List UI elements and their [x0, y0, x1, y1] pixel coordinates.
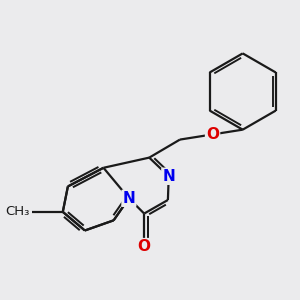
Text: O: O: [206, 127, 219, 142]
Text: O: O: [138, 239, 151, 254]
Text: CH₃: CH₃: [5, 206, 30, 218]
Text: N: N: [162, 169, 175, 184]
Text: N: N: [122, 191, 135, 206]
